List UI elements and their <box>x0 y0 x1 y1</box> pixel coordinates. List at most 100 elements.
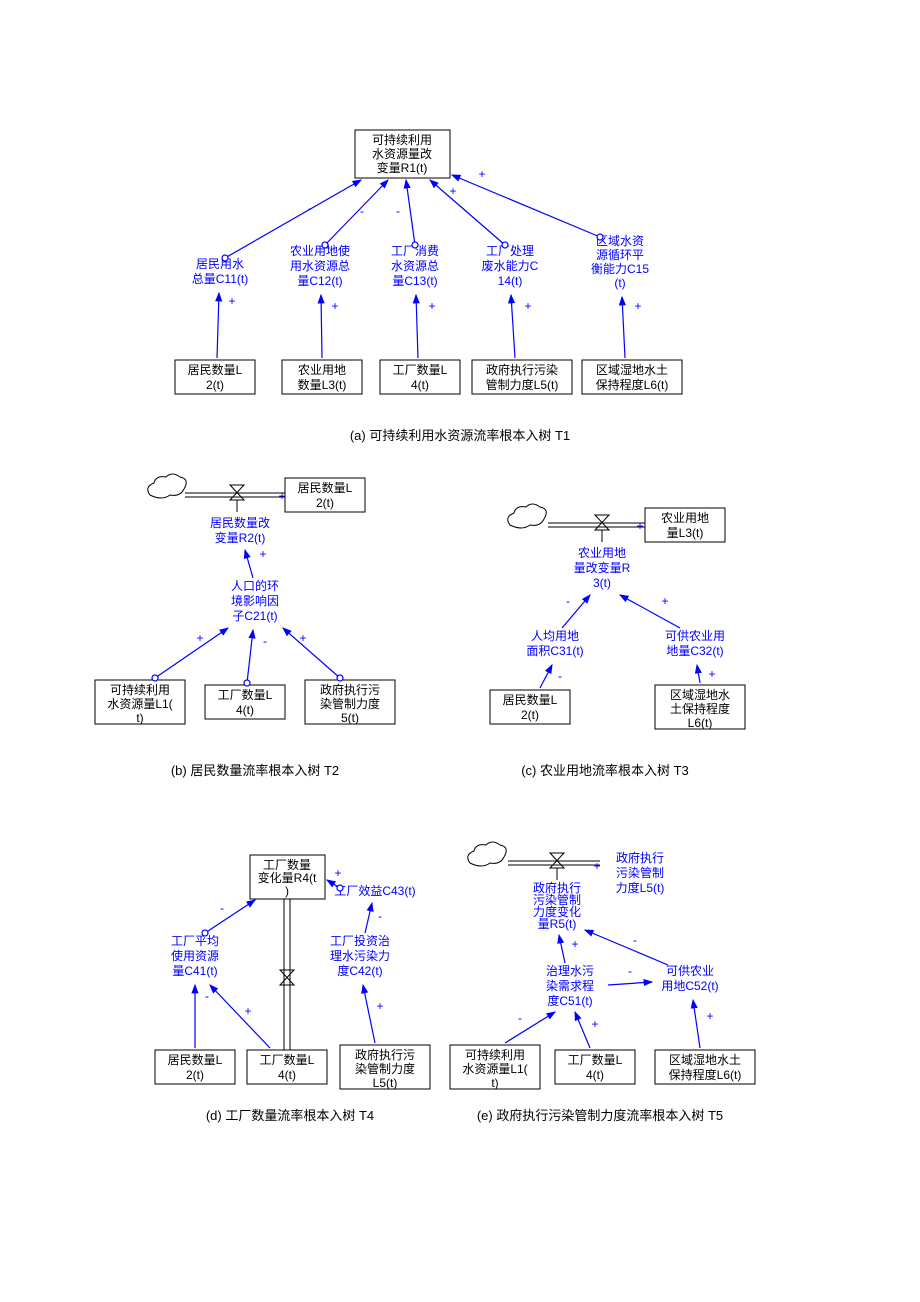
svg-text:工厂数量L: 工厂数量L <box>568 1052 623 1067</box>
svg-text:工厂效益C43(t): 工厂效益C43(t) <box>334 883 415 898</box>
svg-text:14(t): 14(t) <box>498 274 523 288</box>
svg-text:居民数量改: 居民数量改 <box>210 515 270 530</box>
svg-text:农业用地: 农业用地 <box>298 363 346 377</box>
svg-text:-: - <box>220 901 224 915</box>
caption-c: (c) 农业用地流率根本入树 T3 <box>521 763 689 778</box>
svg-text:居民数量L: 居民数量L <box>168 1052 223 1067</box>
svg-text:+: + <box>334 866 341 880</box>
svg-text:+: + <box>706 1009 713 1023</box>
svg-text:量C12(t): 量C12(t) <box>297 274 342 288</box>
svg-text:量改变量R: 量改变量R <box>574 560 631 575</box>
svg-text:区域湿地水: 区域湿地水 <box>670 687 730 702</box>
svg-text:政府执行污: 政府执行污 <box>320 682 380 697</box>
svg-text:土保持程度: 土保持程度 <box>670 701 730 716</box>
leaf-2: 工厂数量L 4(t) + <box>380 295 460 394</box>
svg-text:面积C31(t): 面积C31(t) <box>526 644 583 658</box>
svg-text:可持续利用: 可持续利用 <box>465 1047 525 1062</box>
svg-text:L6(t): L6(t) <box>688 716 713 730</box>
svg-text:工厂处理: 工厂处理 <box>486 244 534 258</box>
svg-text:-: - <box>378 909 382 923</box>
svg-text:水资源量L1(: 水资源量L1( <box>462 1062 527 1076</box>
svg-text:+: + <box>478 167 485 181</box>
svg-text:L5(t): L5(t) <box>373 1076 398 1090</box>
svg-text:+: + <box>259 547 266 561</box>
svg-text:工厂投资治: 工厂投资治 <box>330 933 390 948</box>
svg-text:子C21(t): 子C21(t) <box>232 609 277 623</box>
root-l2: 水资源量改 <box>372 147 432 161</box>
svg-text:-: - <box>558 669 562 683</box>
mid-1: 农业用地使 用水资源总 量C12(t) - <box>290 180 388 288</box>
svg-text:+: + <box>634 299 641 313</box>
svg-text:-: - <box>205 989 209 1003</box>
panel-a: 可持续利用 水资源量改 变量R1(t) 居民用水 总量C11(t) - 农业用地… <box>175 130 682 443</box>
svg-text:量C13(t): 量C13(t) <box>392 274 437 288</box>
svg-text:工厂数量L: 工厂数量L <box>393 362 448 377</box>
svg-text:水资源总: 水资源总 <box>391 259 439 273</box>
svg-text:总量C11(t): 总量C11(t) <box>192 272 248 286</box>
svg-text:工厂数量L: 工厂数量L <box>218 687 273 702</box>
diagram-canvas: 可持续利用 水资源量改 变量R1(t) 居民用水 总量C11(t) - 农业用地… <box>0 0 920 1302</box>
svg-text:t): t) <box>136 711 143 725</box>
svg-text:-: - <box>263 634 267 648</box>
svg-text:-: - <box>308 201 312 215</box>
svg-text:工厂数量L: 工厂数量L <box>260 1052 315 1067</box>
caption-e: (e) 政府执行污染管制力度流率根本入树 T5 <box>477 1108 723 1123</box>
panel-d: 工厂数量 变化量R4(t ) 工厂数量L 4(t) 工厂平均 使用资源 量C41… <box>155 855 430 1123</box>
svg-text:农业用地使: 农业用地使 <box>290 243 350 258</box>
svg-text:区域湿地水土: 区域湿地水土 <box>596 362 668 377</box>
svg-text:3(t): 3(t) <box>593 576 611 590</box>
svg-text:地量C32(t): 地量C32(t) <box>666 644 723 658</box>
svg-text:+: + <box>591 1017 598 1031</box>
svg-text:量L3(t): 量L3(t) <box>667 526 704 540</box>
svg-text:-: - <box>628 964 632 978</box>
svg-text:区域湿地水土: 区域湿地水土 <box>669 1052 741 1067</box>
svg-text:+: + <box>708 667 715 681</box>
svg-text:量C41(t): 量C41(t) <box>172 964 217 978</box>
svg-text:-: - <box>360 204 364 218</box>
mid-2: 工厂消费 水资源总 量C13(t) - <box>391 180 439 288</box>
svg-text:染管制力度: 染管制力度 <box>320 696 380 711</box>
svg-text:用水资源总: 用水资源总 <box>290 259 350 273</box>
caption-a: (a) 可持续利用水资源流率根本入树 T1 <box>350 428 570 443</box>
svg-text:衡能力C15: 衡能力C15 <box>591 262 649 276</box>
svg-text:+: + <box>593 859 600 873</box>
svg-text:+: + <box>244 1004 251 1018</box>
svg-text:2(t): 2(t) <box>316 496 334 510</box>
svg-text:+: + <box>331 299 338 313</box>
leaf-0: 居民数量L 2(t) + <box>175 293 255 394</box>
svg-text:2(t): 2(t) <box>186 1068 204 1082</box>
svg-text:+: + <box>278 489 285 503</box>
svg-text:-: - <box>396 204 400 218</box>
svg-text:可供农业: 可供农业 <box>666 964 714 978</box>
svg-text:居民数量L: 居民数量L <box>188 362 243 377</box>
panel-e: 政府执行 污染管制 力度L5(t) 政府执行 污染管制 力度变化 量R5(t) … <box>450 842 755 1123</box>
panel-c: 农业用地 量L3(t) 农业用地 量改变量R 3(t) + 人均用地 面积C31… <box>490 504 745 778</box>
svg-text:+: + <box>196 631 203 645</box>
svg-text:源循环平: 源循环平 <box>596 248 644 262</box>
root-l3: 变量R1(t) <box>377 160 428 175</box>
caption-b: (b) 居民数量流率根本入树 T2 <box>171 763 339 778</box>
svg-text:4(t): 4(t) <box>236 703 254 717</box>
caption-d: (d) 工厂数量流率根本入树 T4 <box>206 1108 374 1123</box>
svg-text:量R5(t): 量R5(t) <box>538 917 577 931</box>
svg-text:管制力度L5(t): 管制力度L5(t) <box>486 377 559 392</box>
svg-text:可供农业用: 可供农业用 <box>665 629 725 643</box>
svg-text:区域水资: 区域水资 <box>596 234 644 248</box>
svg-text:人均用地: 人均用地 <box>531 629 579 643</box>
svg-text:使用资源: 使用资源 <box>171 948 219 963</box>
svg-text:+: + <box>428 299 435 313</box>
svg-text:人口的环: 人口的环 <box>231 578 279 593</box>
svg-text:污染管制: 污染管制 <box>616 865 664 880</box>
root-l1: 可持续利用 <box>372 132 432 147</box>
svg-text:染管制力度: 染管制力度 <box>355 1061 415 1076</box>
svg-text:2(t): 2(t) <box>521 708 539 722</box>
svg-text:数量L3(t): 数量L3(t) <box>298 377 347 392</box>
leaf-3: 政府执行污染 管制力度L5(t) + <box>472 295 572 394</box>
panel-b: 居民数量L 2(t) 居民数量改 变量R2(t) + 人口的环 境影响因 子C2… <box>95 474 395 778</box>
svg-text:居民数量L: 居民数量L <box>298 480 353 495</box>
svg-text:4(t): 4(t) <box>586 1068 604 1082</box>
svg-text:-: - <box>518 1011 522 1025</box>
svg-text:+: + <box>299 631 306 645</box>
svg-text:+: + <box>661 594 668 608</box>
svg-text:4(t): 4(t) <box>278 1068 296 1082</box>
